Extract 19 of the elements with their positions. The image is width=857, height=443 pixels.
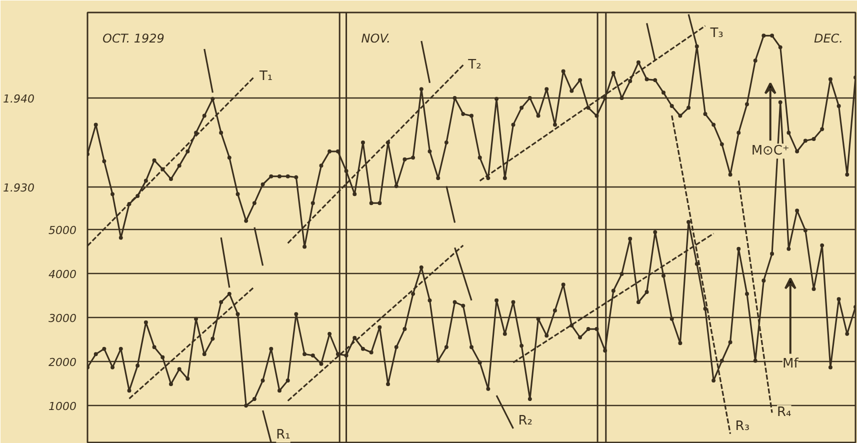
annotation: Mf [782, 356, 799, 372]
series-label: R₄ [777, 405, 792, 420]
y-tick-label: 1000 [48, 400, 77, 414]
series-label: T₁ [258, 69, 273, 84]
y2-tick-label: 1.930 [3, 182, 35, 195]
y-tick-label: 2000 [48, 356, 77, 370]
series-label: T₃ [709, 26, 724, 41]
series-label: T₂ [467, 58, 482, 73]
annotation: M⊙C⁺ [751, 144, 790, 159]
annotation: DEC. [814, 31, 843, 46]
series-label: R₁ [276, 428, 290, 443]
y2-tick-label: 1.940 [3, 92, 35, 106]
y-tick-label: 4000 [48, 268, 77, 282]
y-tick-label: 3000 [48, 312, 77, 326]
annotation: NOV. [361, 31, 390, 46]
series-label: R₃ [735, 418, 750, 434]
annotation: OCT. 1929 [102, 31, 164, 46]
series-label: R₂ [518, 414, 532, 429]
y-tick-label: 5000 [48, 224, 77, 238]
